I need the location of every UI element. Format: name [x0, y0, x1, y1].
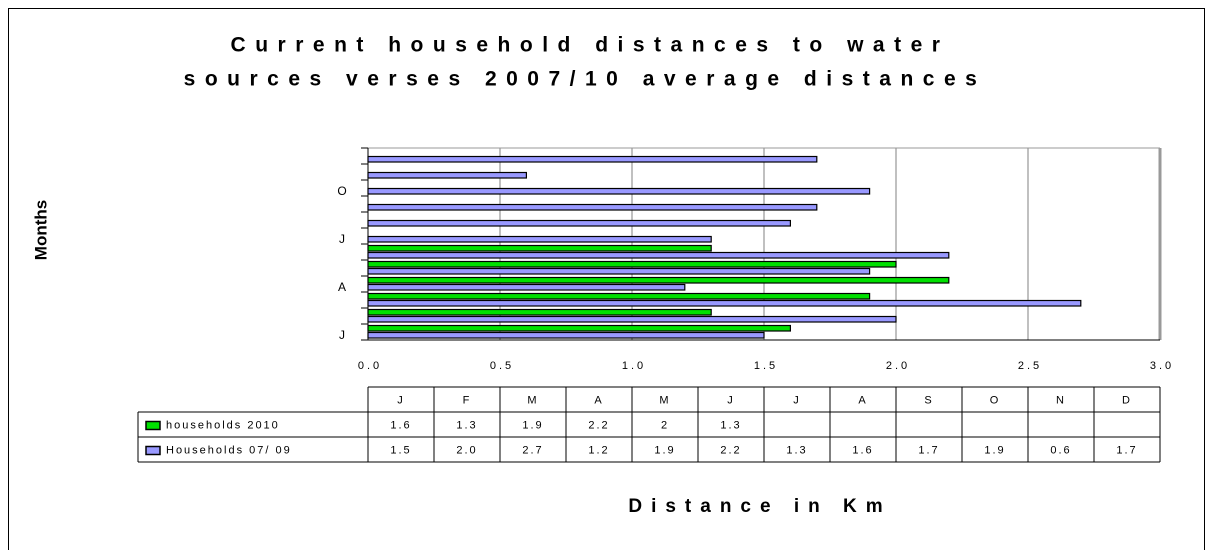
bar	[367, 283, 686, 291]
table-cell: 2.2	[588, 419, 609, 431]
bar	[367, 219, 791, 227]
table-cell: 1.7	[1116, 444, 1137, 456]
table-cell: 1.5	[390, 444, 411, 456]
chart-title: Current household distances to water	[231, 34, 950, 57]
x-tick-label: 1.0	[622, 360, 646, 372]
bar	[367, 324, 791, 332]
bar	[367, 251, 950, 259]
table-cell: 1.7	[918, 444, 939, 456]
bar	[367, 235, 712, 243]
table-header: N	[1056, 394, 1066, 406]
x-axis-label: Distance in Km	[628, 496, 891, 517]
table-header: M	[527, 394, 538, 406]
x-tick-label: 1.5	[754, 360, 778, 372]
table-cell: 1.6	[852, 444, 873, 456]
bar	[367, 187, 871, 195]
table-cell: 1.3	[786, 444, 807, 456]
table-header: D	[1122, 394, 1132, 406]
table-cell: 2.0	[456, 444, 477, 456]
table-cell: 1.9	[984, 444, 1005, 456]
table-cell: 1.6	[390, 419, 411, 431]
table-header: J	[727, 394, 735, 406]
bar	[367, 155, 818, 163]
legend-label: Households 07/ 09	[166, 444, 292, 456]
table-header: J	[793, 394, 801, 406]
table-cell: 1.2	[588, 444, 609, 456]
table-cell: 2	[661, 419, 669, 431]
table-header: A	[594, 394, 603, 406]
bar	[367, 244, 712, 252]
bar	[367, 276, 950, 284]
y-tick-label: A	[338, 280, 346, 294]
bar	[367, 331, 765, 339]
y-tick-label: J	[339, 328, 345, 342]
chart-frame	[8, 8, 1205, 550]
table-cell: 2.7	[522, 444, 543, 456]
bar	[367, 267, 871, 275]
legend-swatch	[145, 445, 161, 456]
legend-label: households 2010	[166, 419, 280, 431]
y-tick-label: O	[337, 184, 346, 198]
x-tick-label: 2.0	[886, 360, 910, 372]
bar	[367, 308, 712, 316]
bar	[367, 292, 871, 300]
table-cell: 1.9	[654, 444, 675, 456]
table-header: J	[397, 394, 405, 406]
bar	[367, 171, 527, 179]
x-tick-label: 2.5	[1018, 360, 1042, 372]
table-header: O	[990, 394, 1001, 406]
x-tick-label: 3.0	[1150, 360, 1174, 372]
table-header: M	[659, 394, 670, 406]
bar	[367, 260, 897, 268]
table-cell: 1.3	[456, 419, 477, 431]
bar	[367, 299, 1082, 307]
bar	[367, 203, 818, 211]
bar	[367, 315, 897, 323]
table-header: F	[463, 394, 472, 406]
table-header: A	[858, 394, 867, 406]
table-cell: 1.3	[720, 419, 741, 431]
x-tick-label: 0.5	[490, 360, 514, 372]
legend-swatch	[145, 420, 161, 431]
table-cell: 1.9	[522, 419, 543, 431]
y-tick-label: J	[339, 232, 345, 246]
y-axis-label: Months	[31, 200, 50, 260]
chart-title: sources verses 2007/10 average distances	[184, 68, 987, 91]
x-tick-label: 0.0	[358, 360, 382, 372]
table-cell: 2.2	[720, 444, 741, 456]
table-header: S	[924, 394, 933, 406]
table-cell: 0.6	[1050, 444, 1071, 456]
